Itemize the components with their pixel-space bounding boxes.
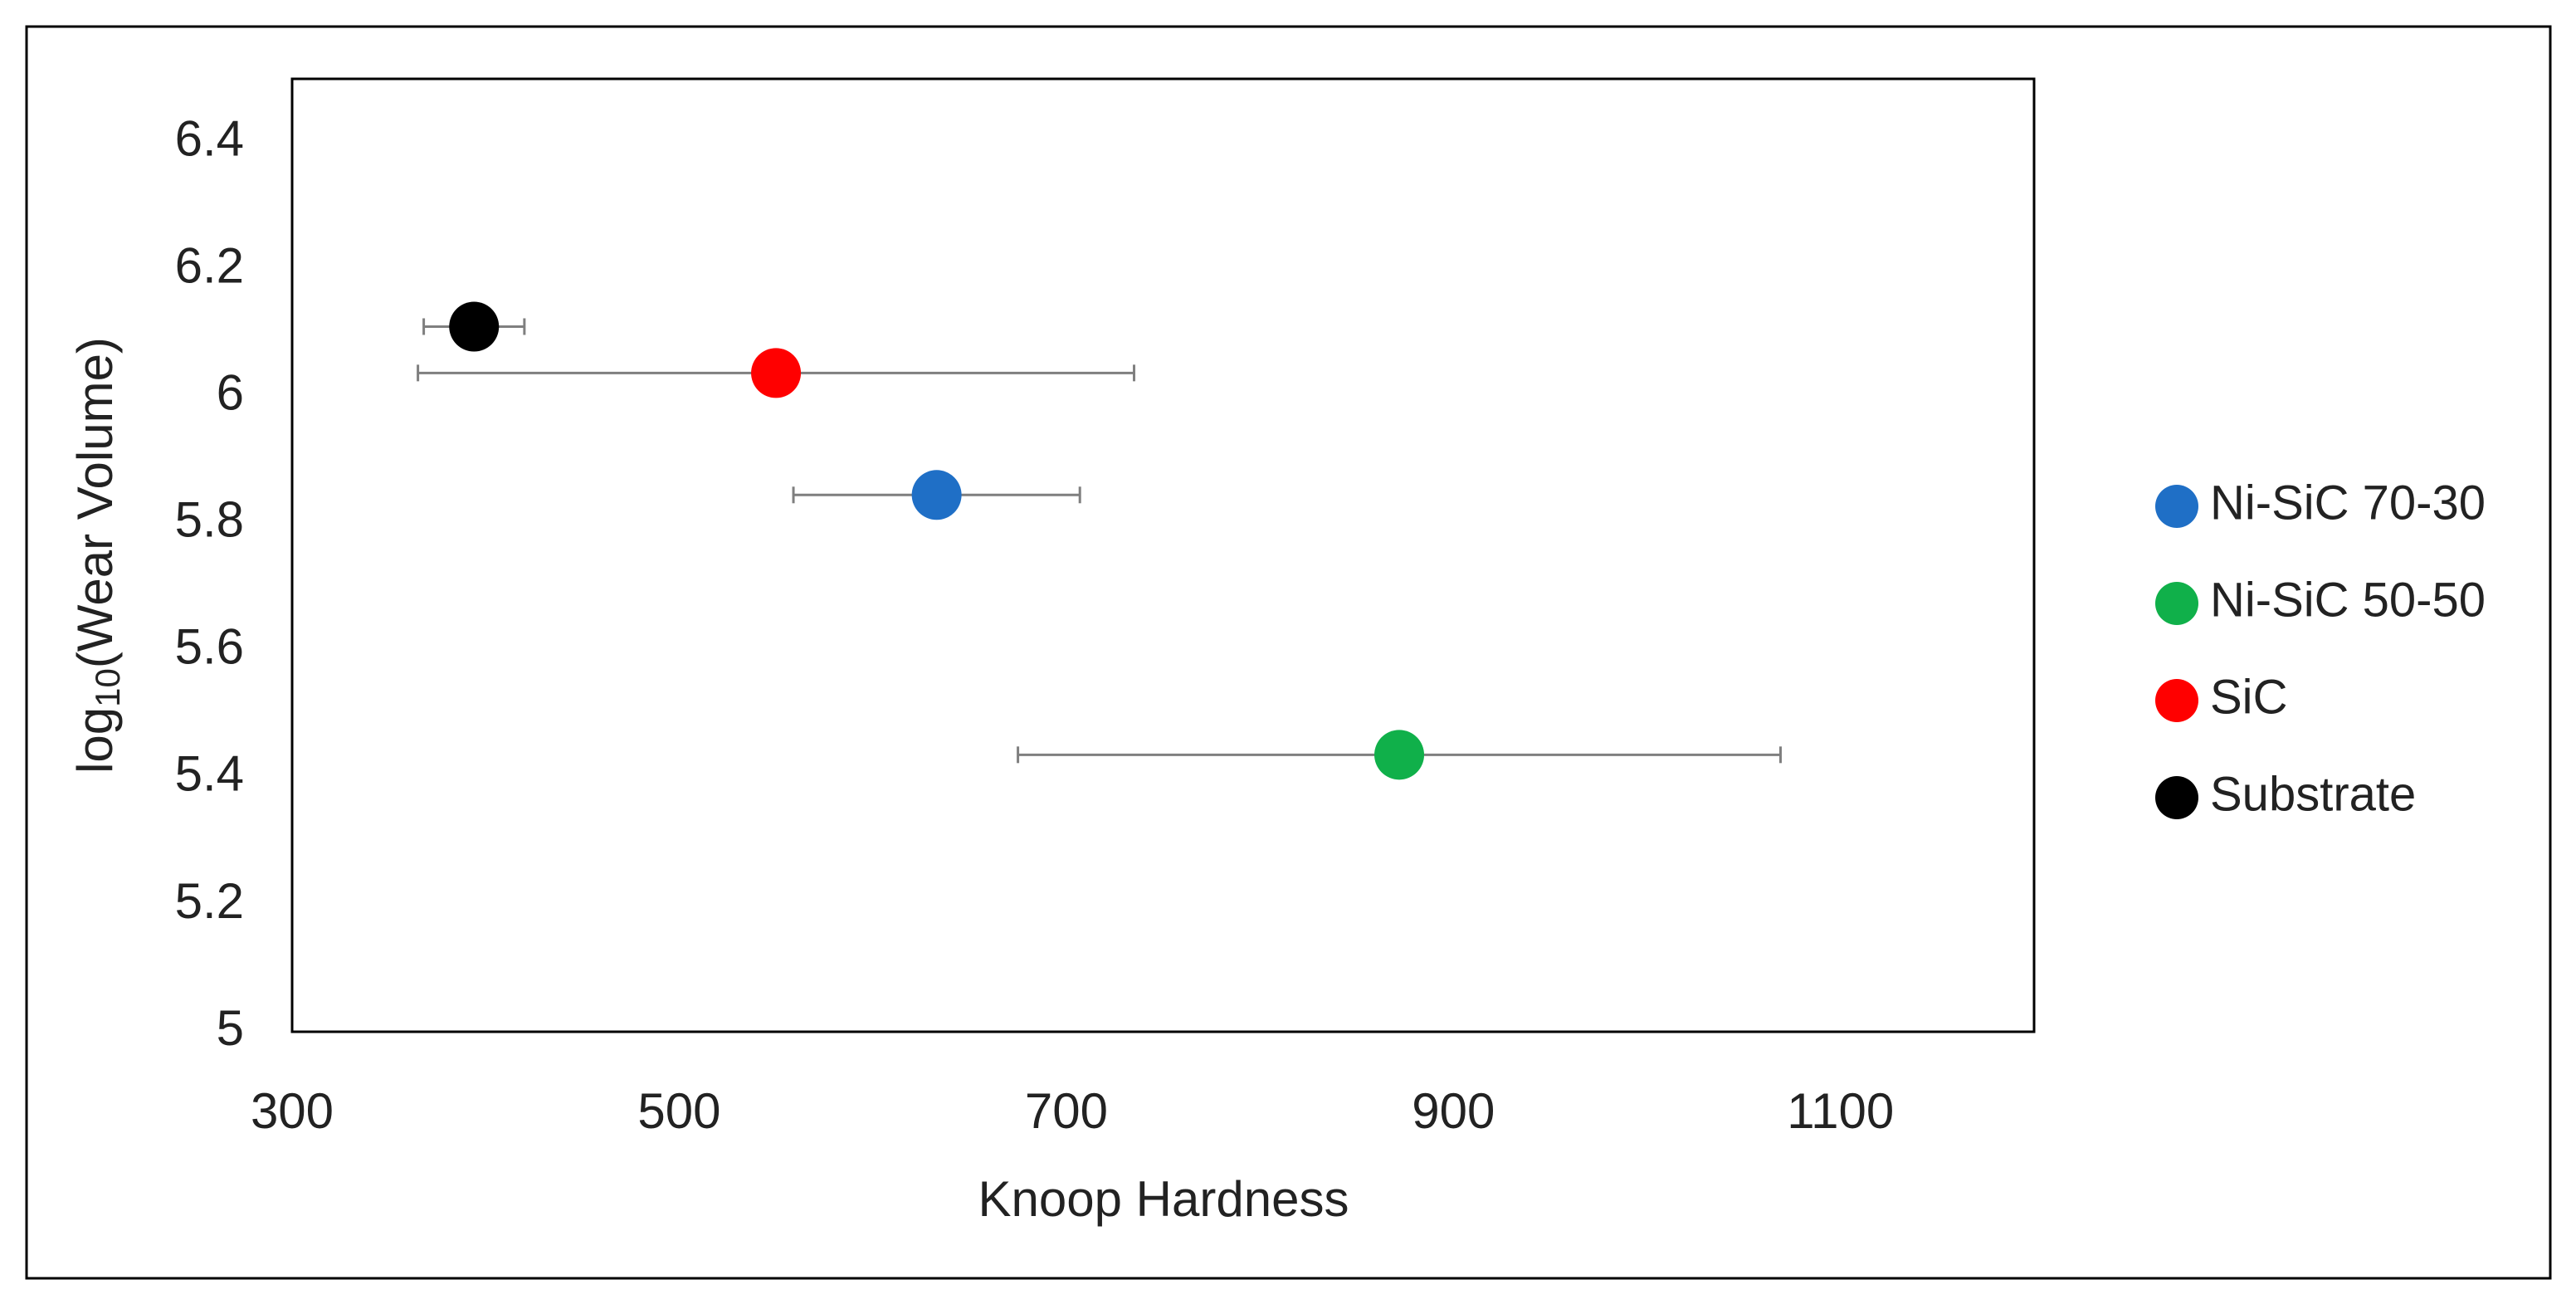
legend-marker: [2155, 485, 2198, 528]
x-tick-label: 900: [1412, 1083, 1495, 1139]
point: [911, 470, 962, 520]
y-tick-label: 6.4: [175, 110, 244, 166]
y-tick-label: 6: [217, 365, 244, 421]
y-axis-title-rest: (Wear Volume): [67, 337, 123, 668]
x-tick-label: 500: [637, 1083, 720, 1139]
y-tick-label: 5.4: [175, 746, 244, 802]
legend-marker: [2155, 679, 2198, 722]
point: [751, 348, 802, 398]
y-axis-title-subscript: 10: [88, 668, 127, 707]
legend-label: Substrate: [2210, 767, 2416, 821]
y-tick-label: 5.8: [175, 492, 244, 548]
legend-marker: [2155, 776, 2198, 819]
x-tick-label: 300: [251, 1083, 334, 1139]
legend-marker: [2155, 582, 2198, 625]
point: [449, 301, 500, 352]
y-tick-label: 6.2: [175, 237, 244, 293]
x-axis-title: Knoop Hardness: [978, 1171, 1349, 1227]
x-tick-label: 1100: [1787, 1083, 1894, 1139]
legend-label: Ni-SiC 50-50: [2210, 573, 2486, 627]
y-tick-label: 5: [217, 1000, 244, 1056]
y-axis-title-base: log: [67, 707, 123, 774]
y-tick-label: 5.6: [175, 619, 244, 675]
x-tick-label: 700: [1025, 1083, 1108, 1139]
y-tick-label: 5.2: [175, 873, 244, 929]
plot-area: [290, 77, 2036, 1033]
y-axis-title: log10(Wear Volume): [67, 337, 127, 774]
point: [1374, 730, 1425, 780]
outer-border: [25, 25, 2552, 1280]
legend-label: Ni-SiC 70-30: [2210, 476, 2486, 530]
legend-label: SiC: [2210, 670, 2287, 724]
